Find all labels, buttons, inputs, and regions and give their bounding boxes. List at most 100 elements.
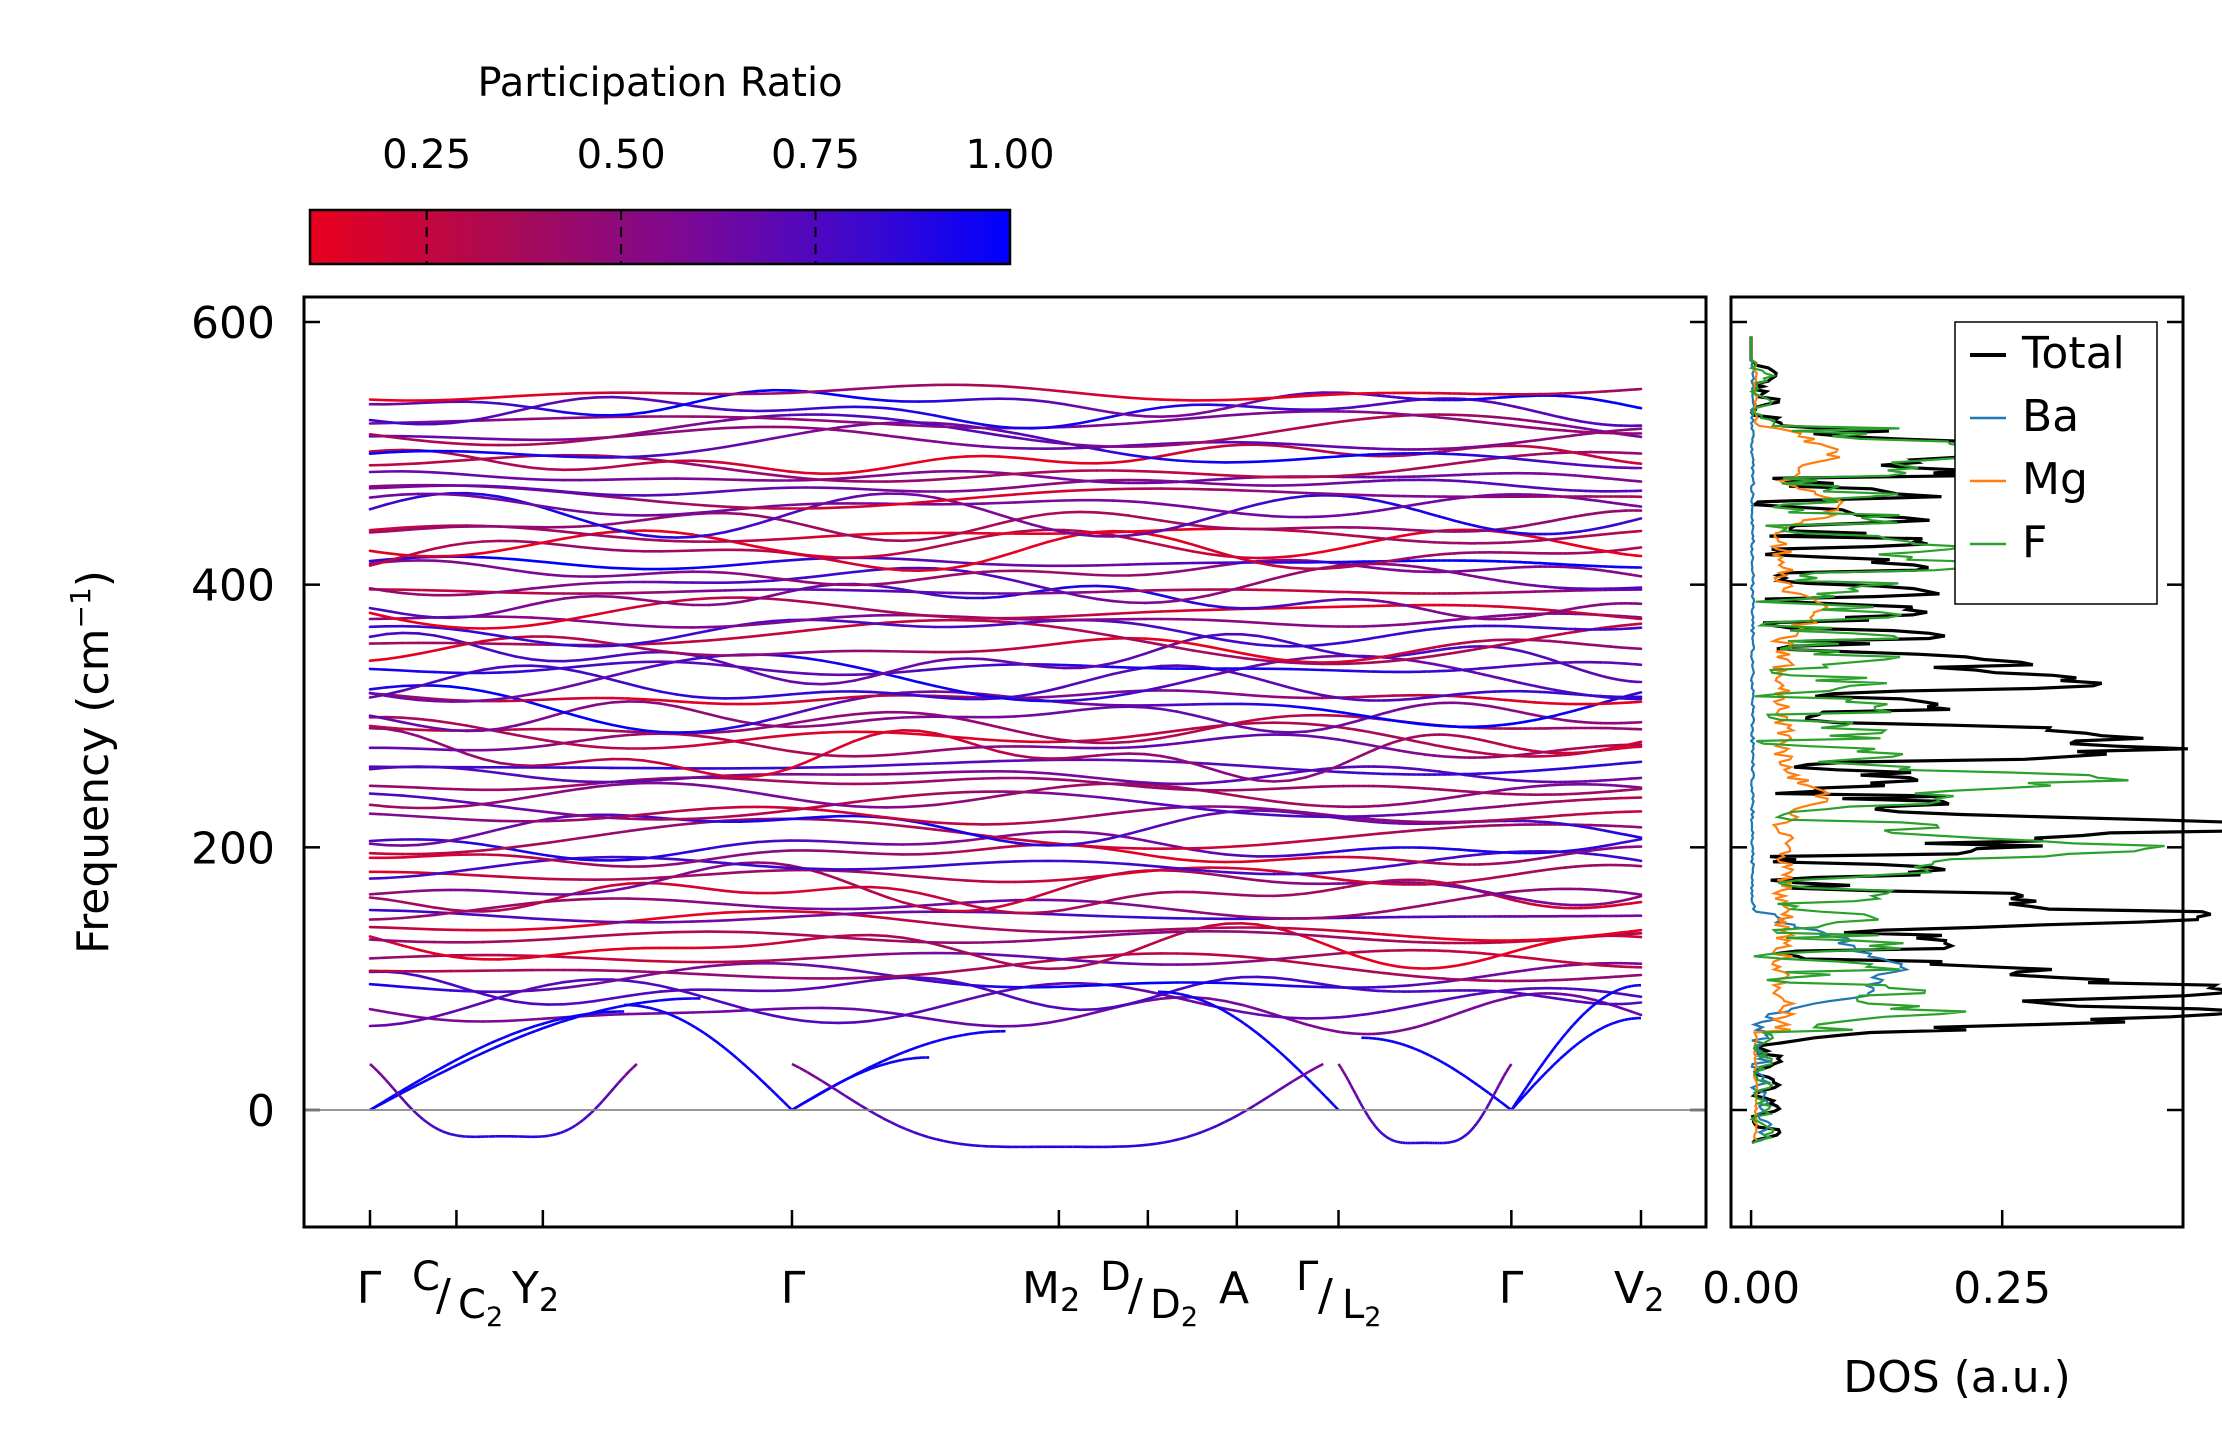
band-segment <box>497 862 517 868</box>
band-segment <box>417 649 436 656</box>
band-segment <box>820 753 840 758</box>
band-segment <box>1240 915 1260 919</box>
band-segment <box>852 851 872 855</box>
band-segment <box>917 659 937 666</box>
band-segment <box>804 584 824 590</box>
band-segment <box>1224 619 1243 624</box>
band-segment <box>1634 892 1643 897</box>
band-segment <box>433 911 453 917</box>
band-segment <box>998 928 1018 932</box>
band-segment <box>917 792 937 797</box>
band-segment <box>739 1006 759 1014</box>
band-segment <box>1062 936 1082 940</box>
band-segment <box>546 617 566 621</box>
band-segment <box>1256 621 1276 626</box>
band-segment <box>1256 975 1276 980</box>
band-segment <box>885 886 905 892</box>
band-segment <box>756 869 775 873</box>
band-segment <box>1634 1011 1643 1017</box>
band-segment <box>772 779 792 784</box>
band-segment <box>610 678 630 686</box>
band-segment <box>933 977 953 983</box>
band-segment <box>643 811 662 816</box>
band-segment <box>546 697 566 701</box>
colorbar-tick-label: 0.50 <box>577 132 666 178</box>
band-segment <box>1143 807 1163 812</box>
band-segment <box>1127 779 1147 784</box>
band-segment <box>1191 762 1211 770</box>
band-segment <box>965 900 985 904</box>
band-segment <box>1046 710 1066 716</box>
band-segment <box>1175 678 1195 685</box>
band-segment <box>400 616 420 620</box>
band-segment <box>1256 868 1276 873</box>
band-segment <box>836 810 856 815</box>
band-segment <box>836 936 856 940</box>
band-segment <box>530 988 549 993</box>
band-segment <box>1256 930 1276 935</box>
band-segment <box>933 734 953 739</box>
band-segment <box>691 819 711 823</box>
band-segment <box>1208 997 1227 1003</box>
band-segment <box>417 696 436 701</box>
band-segment <box>400 631 420 635</box>
band-segment <box>723 739 743 744</box>
band-segment <box>1159 759 1179 764</box>
band-segment <box>562 741 582 747</box>
band-segment <box>1014 954 1034 959</box>
band-segment <box>1288 656 1308 662</box>
band-segment <box>578 814 598 819</box>
band-segment <box>1224 981 1243 985</box>
band-segment <box>562 760 582 765</box>
band-segment <box>1191 890 1211 895</box>
band-segment <box>433 675 453 684</box>
band-segment <box>756 619 775 625</box>
band-segment <box>578 780 598 784</box>
band-segment <box>1224 975 1243 981</box>
band-segment <box>1288 775 1308 782</box>
band-segment <box>917 625 937 629</box>
band-segment <box>513 635 533 639</box>
band-segment <box>756 905 775 909</box>
band-segment <box>852 798 872 804</box>
band-segment <box>804 753 824 764</box>
band-segment <box>578 703 598 710</box>
band-segment <box>1127 637 1147 644</box>
band-segment <box>610 652 630 658</box>
band-segment <box>933 778 953 783</box>
band-segment <box>417 670 436 674</box>
band-segment <box>1030 712 1050 717</box>
band-segment <box>659 984 679 991</box>
band-segment <box>1127 733 1147 739</box>
band-segment <box>852 841 872 846</box>
band-segment <box>449 868 469 874</box>
band-segment <box>836 619 856 624</box>
band-segment <box>546 895 566 903</box>
band-segment <box>1208 645 1227 652</box>
band-segment <box>1208 922 1227 928</box>
band-segment <box>1046 785 1066 790</box>
band-segment <box>1208 851 1227 856</box>
band-segment <box>1111 634 1130 641</box>
band-segment <box>1634 785 1643 790</box>
band-segment <box>1304 1023 1324 1030</box>
band-segment <box>433 987 453 992</box>
band-segment <box>723 1001 743 1010</box>
band-segment <box>433 670 453 675</box>
band-segment <box>610 858 630 862</box>
band-segment <box>852 614 872 618</box>
band-segment <box>852 675 872 682</box>
band-segment <box>1175 689 1195 693</box>
band-segment <box>1175 996 1195 1003</box>
band-segment <box>1256 1013 1276 1018</box>
band-segment <box>626 882 646 890</box>
band-segment <box>643 990 662 995</box>
band-segment <box>368 1023 388 1028</box>
band-segment <box>1272 681 1292 690</box>
band-segment <box>1078 740 1098 745</box>
band-segment <box>384 793 404 797</box>
band-segment <box>400 727 420 732</box>
band-segment <box>1272 637 1292 644</box>
band-segment <box>546 597 566 603</box>
band-segment <box>675 765 695 772</box>
